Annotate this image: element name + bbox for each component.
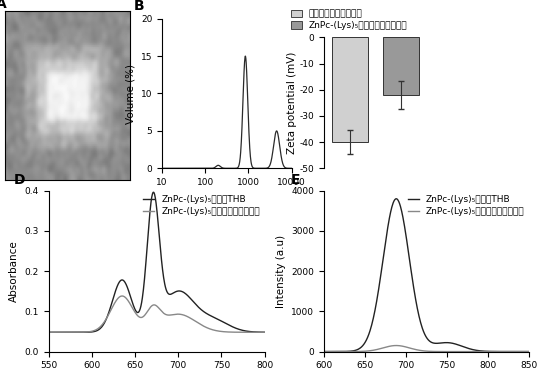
Legend: ZnPc-(Lys)₅溶解于THB, ZnPc-(Lys)₅标记的血栓栓子微粒: ZnPc-(Lys)₅溶解于THB, ZnPc-(Lys)₅标记的血栓栓子微粒 <box>144 195 260 216</box>
ZnPc-(Lys)₅溶解于THB <box>45 330 52 334</box>
ZnPc-(Lys)₅溶解于THB <box>173 289 179 294</box>
ZnPc-(Lys)₅标记的血栓栓子微粒 <box>144 310 150 315</box>
Y-axis label: Absorbance: Absorbance <box>9 240 19 302</box>
ZnPc-(Lys)₅溶解于THB <box>143 255 150 260</box>
ZnPc-(Lys)₅标记的血栓栓子微粒 <box>84 330 90 334</box>
ZnPc-(Lys)₅溶解于THB <box>443 340 450 345</box>
ZnPc-(Lys)₅标记的血栓栓子微粒 <box>522 349 528 354</box>
Line: ZnPc-(Lys)₅标记的血栓栓子微粒: ZnPc-(Lys)₅标记的血栓栓子微粒 <box>49 296 265 332</box>
ZnPc-(Lys)₅溶解于THB <box>321 349 327 354</box>
Text: A: A <box>0 0 6 11</box>
ZnPc-(Lys)₅溶解于THB <box>418 325 425 329</box>
Y-axis label: Volume (%): Volume (%) <box>125 64 135 123</box>
ZnPc-(Lys)₅标记的血栓栓子微粒 <box>489 349 496 354</box>
Text: B: B <box>133 0 144 13</box>
ZnPc-(Lys)₅标记的血栓栓子微粒 <box>208 327 215 332</box>
Legend: 未标记的血栓栓子微粒, ZnPc-(Lys)₅标记的血栓栓子微粒: 未标记的血栓栓子微粒, ZnPc-(Lys)₅标记的血栓栓子微粒 <box>291 10 407 30</box>
ZnPc-(Lys)₅溶解于THB <box>190 299 197 304</box>
Bar <box>332 37 368 142</box>
ZnPc-(Lys)₅标记的血栓栓子微粒 <box>393 343 400 348</box>
ZnPc-(Lys)₅标记的血栓栓子微粒 <box>261 330 268 334</box>
Line: ZnPc-(Lys)₅溶解于THB: ZnPc-(Lys)₅溶解于THB <box>49 192 265 332</box>
Y-axis label: Intensity (a.u): Intensity (a.u) <box>276 234 286 308</box>
Text: E: E <box>291 173 301 187</box>
ZnPc-(Lys)₅溶解于THB <box>261 330 268 334</box>
ZnPc-(Lys)₅标记的血栓栓子微粒 <box>173 312 179 316</box>
X-axis label: Size (d.nm): Size (d.nm) <box>197 193 256 203</box>
ZnPc-(Lys)₅标记的血栓栓子微粒 <box>526 349 532 354</box>
Bar <box>383 37 419 95</box>
ZnPc-(Lys)₅溶解于THB <box>101 321 107 326</box>
Line: ZnPc-(Lys)₅标记的血栓栓子微粒: ZnPc-(Lys)₅标记的血栓栓子微粒 <box>324 346 529 352</box>
ZnPc-(Lys)₅标记的血栓栓子微粒 <box>418 349 425 353</box>
ZnPc-(Lys)₅溶解于THB <box>393 196 400 201</box>
ZnPc-(Lys)₅溶解于THB <box>208 314 215 319</box>
ZnPc-(Lys)₅标记的血栓栓子微粒 <box>45 330 52 334</box>
ZnPc-(Lys)₅溶解于THB <box>420 328 427 332</box>
ZnPc-(Lys)₅标记的血栓栓子微粒 <box>119 294 125 298</box>
Line: ZnPc-(Lys)₅溶解于THB: ZnPc-(Lys)₅溶解于THB <box>324 199 529 352</box>
ZnPc-(Lys)₅溶解于THB <box>84 330 90 334</box>
ZnPc-(Lys)₅溶解于THB <box>526 349 532 354</box>
ZnPc-(Lys)₅标记的血栓栓子微粒 <box>443 349 450 354</box>
ZnPc-(Lys)₅溶解于THB <box>150 190 157 194</box>
Legend: ZnPc-(Lys)₅溶解于THB, ZnPc-(Lys)₅标记的血栓栓子微粒: ZnPc-(Lys)₅溶解于THB, ZnPc-(Lys)₅标记的血栓栓子微粒 <box>408 195 525 216</box>
ZnPc-(Lys)₅溶解于THB <box>432 341 438 346</box>
ZnPc-(Lys)₅标记的血栓栓子微粒 <box>101 320 107 324</box>
Text: D: D <box>14 173 25 187</box>
ZnPc-(Lys)₅标记的血栓栓子微粒 <box>432 349 438 354</box>
ZnPc-(Lys)₅溶解于THB <box>522 349 528 354</box>
ZnPc-(Lys)₅标记的血栓栓子微粒 <box>420 349 427 353</box>
ZnPc-(Lys)₅标记的血栓栓子微粒 <box>321 349 327 354</box>
ZnPc-(Lys)₅溶解于THB <box>489 349 496 354</box>
ZnPc-(Lys)₅标记的血栓栓子微粒 <box>190 318 197 322</box>
Y-axis label: Zeta potential (mV): Zeta potential (mV) <box>287 52 297 154</box>
